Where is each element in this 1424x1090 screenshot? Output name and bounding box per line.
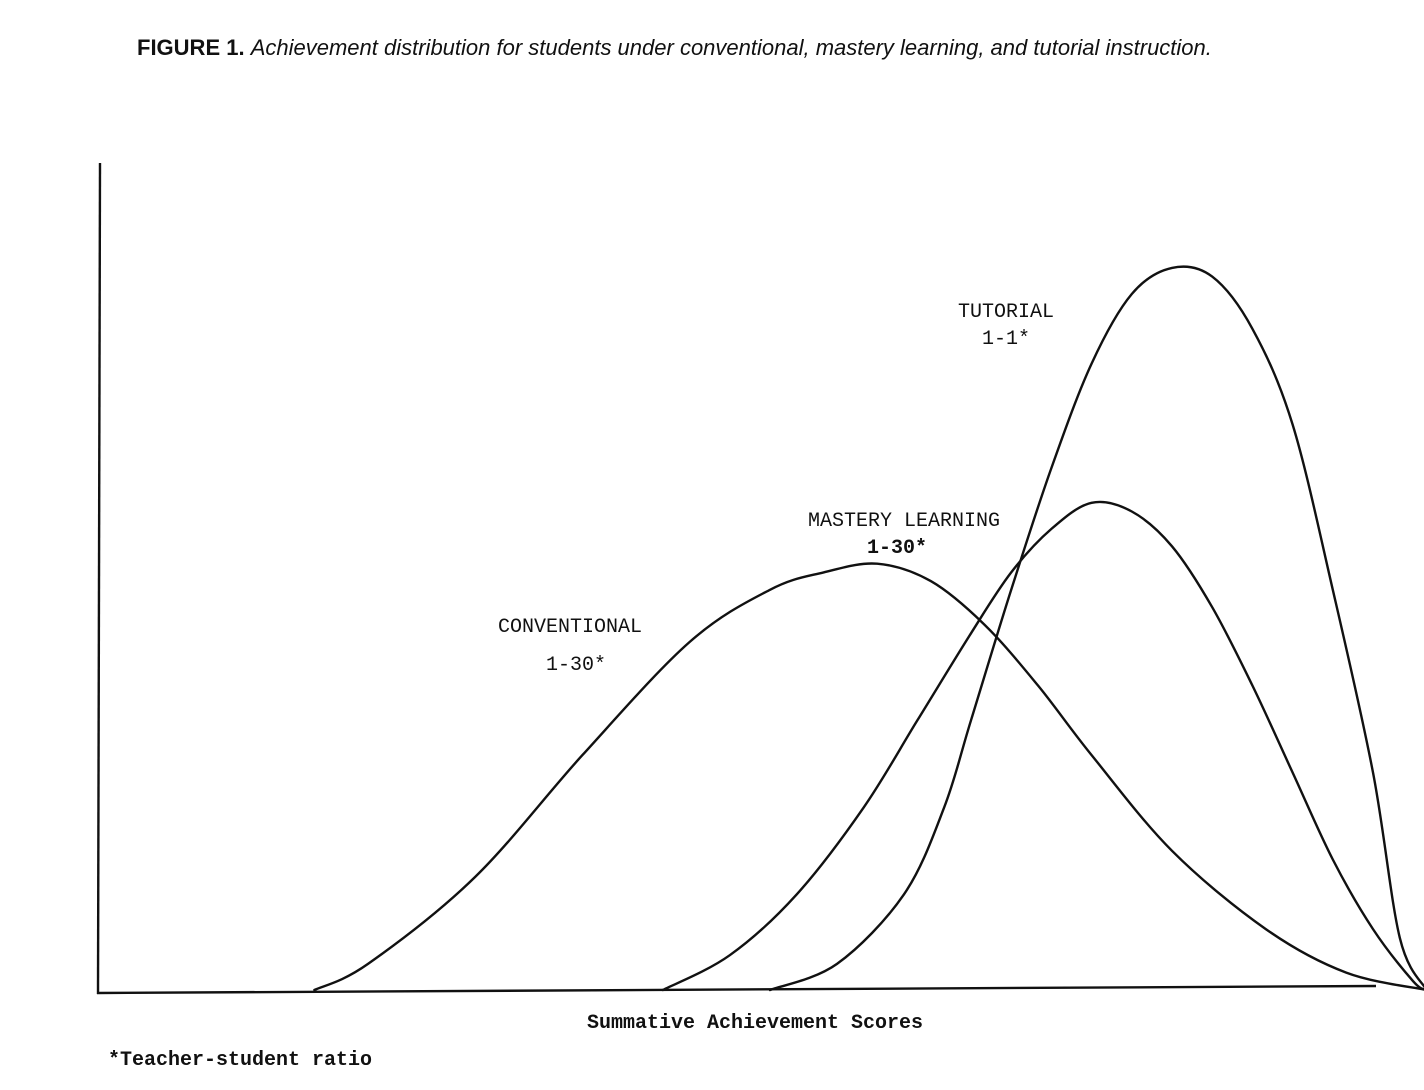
- conventional-curve: [313, 562, 1424, 992]
- figure-label: FIGURE 1.: [137, 35, 245, 60]
- tutorial-label: TUTORIAL: [958, 301, 1054, 324]
- figure-caption: FIGURE 1. Achievement distribution for s…: [137, 34, 1349, 62]
- footnote: *Teacher-student ratio: [108, 1049, 373, 1072]
- conventional-label: CONVENTIONAL: [498, 616, 642, 639]
- mastery-learning-label: MASTERY LEARNING: [808, 510, 1000, 533]
- y-axis: [96, 162, 102, 995]
- mastery-learning-curve: [661, 500, 1424, 992]
- tutorial-curve: [768, 265, 1424, 992]
- figure-caption-text: Achievement distribution for students un…: [250, 35, 1212, 60]
- tutorial-ratio-label: 1-1*: [982, 328, 1030, 351]
- x-axis: [96, 984, 1377, 995]
- conventional-ratio-label: 1-30*: [546, 654, 606, 677]
- x-axis-label: Summative Achievement Scores: [586, 1012, 924, 1035]
- mastery-learning-ratio-label: 1-30*: [867, 537, 927, 560]
